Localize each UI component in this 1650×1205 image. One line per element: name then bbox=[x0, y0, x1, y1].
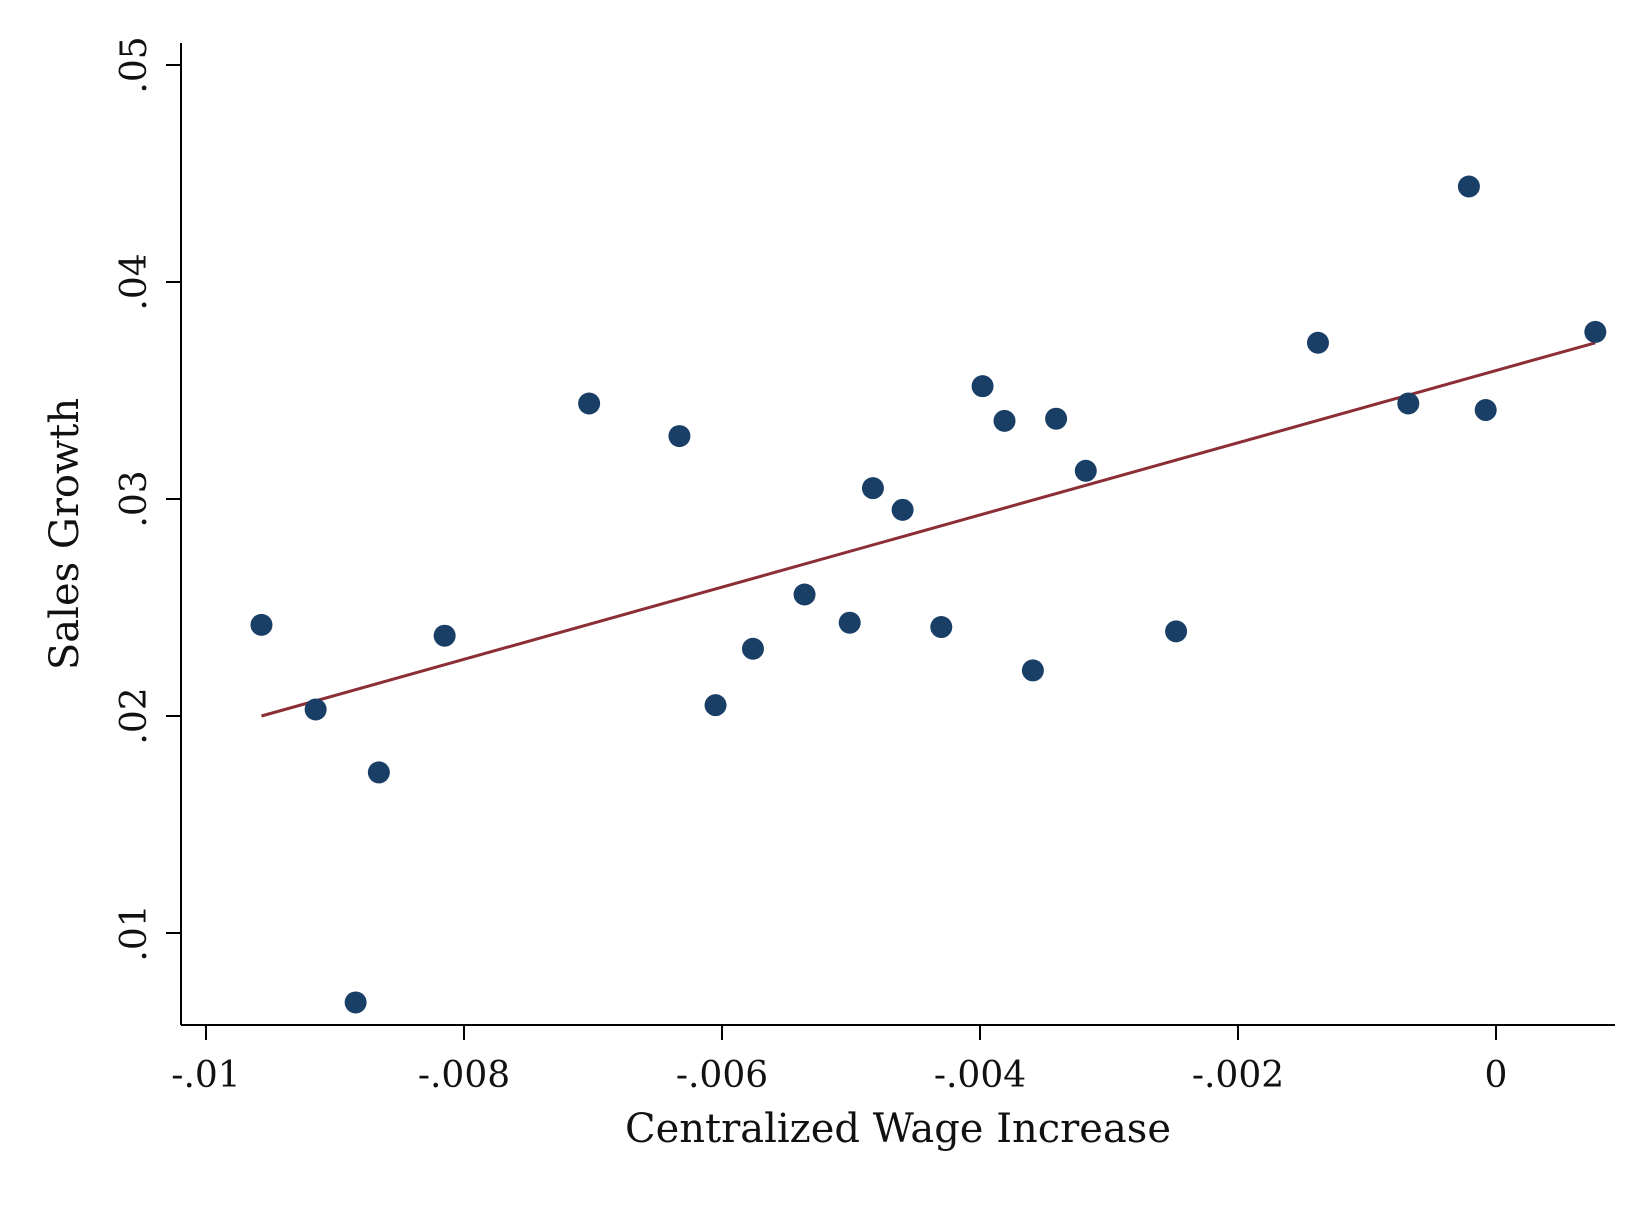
y-axis-title: Sales Growth bbox=[42, 398, 88, 670]
data-point bbox=[1306, 331, 1329, 354]
data-points bbox=[250, 175, 1607, 1014]
fitted-line bbox=[261, 341, 1596, 718]
y-tick-label: .03 bbox=[114, 470, 155, 527]
data-point bbox=[741, 637, 764, 660]
y-tick-label: .04 bbox=[114, 253, 155, 310]
data-point bbox=[250, 613, 273, 636]
x-tick-label: -.006 bbox=[676, 1055, 768, 1096]
data-point bbox=[304, 698, 327, 721]
ticks: -.01 -.008 -.006 -.004 -.002 0 .01 .02 .03 .04 .05 bbox=[114, 36, 1507, 1096]
data-point bbox=[1397, 392, 1420, 415]
data-point bbox=[838, 611, 861, 634]
data-point bbox=[433, 624, 456, 647]
data-point bbox=[891, 498, 914, 521]
data-point bbox=[1165, 620, 1188, 643]
x-tick-label: -.008 bbox=[418, 1055, 510, 1096]
data-point bbox=[993, 409, 1016, 432]
data-point bbox=[930, 616, 953, 639]
x-tick-label: -.01 bbox=[171, 1055, 240, 1096]
data-point bbox=[1474, 399, 1497, 422]
data-point bbox=[668, 425, 691, 448]
axes bbox=[180, 43, 1615, 1026]
data-point bbox=[344, 991, 367, 1014]
data-point bbox=[1074, 459, 1097, 482]
x-axis-title: Centralized Wage Increase bbox=[625, 1106, 1171, 1152]
x-tick-label: -.004 bbox=[934, 1055, 1026, 1096]
y-tick-label: .05 bbox=[114, 36, 155, 93]
x-tick-label: 0 bbox=[1485, 1055, 1508, 1096]
data-point bbox=[1584, 320, 1607, 343]
y-tick-label: .01 bbox=[114, 904, 155, 961]
data-point bbox=[367, 761, 390, 784]
data-point bbox=[1021, 659, 1044, 682]
data-point bbox=[793, 583, 816, 606]
x-tick-label: -.002 bbox=[1192, 1055, 1284, 1096]
y-tick-label: .02 bbox=[114, 687, 155, 744]
data-point bbox=[1457, 175, 1480, 198]
data-point bbox=[1045, 407, 1068, 430]
data-point bbox=[578, 392, 601, 415]
fit-line-group bbox=[261, 341, 1596, 718]
data-point bbox=[704, 694, 727, 717]
data-point bbox=[861, 477, 884, 500]
data-point bbox=[971, 375, 994, 398]
